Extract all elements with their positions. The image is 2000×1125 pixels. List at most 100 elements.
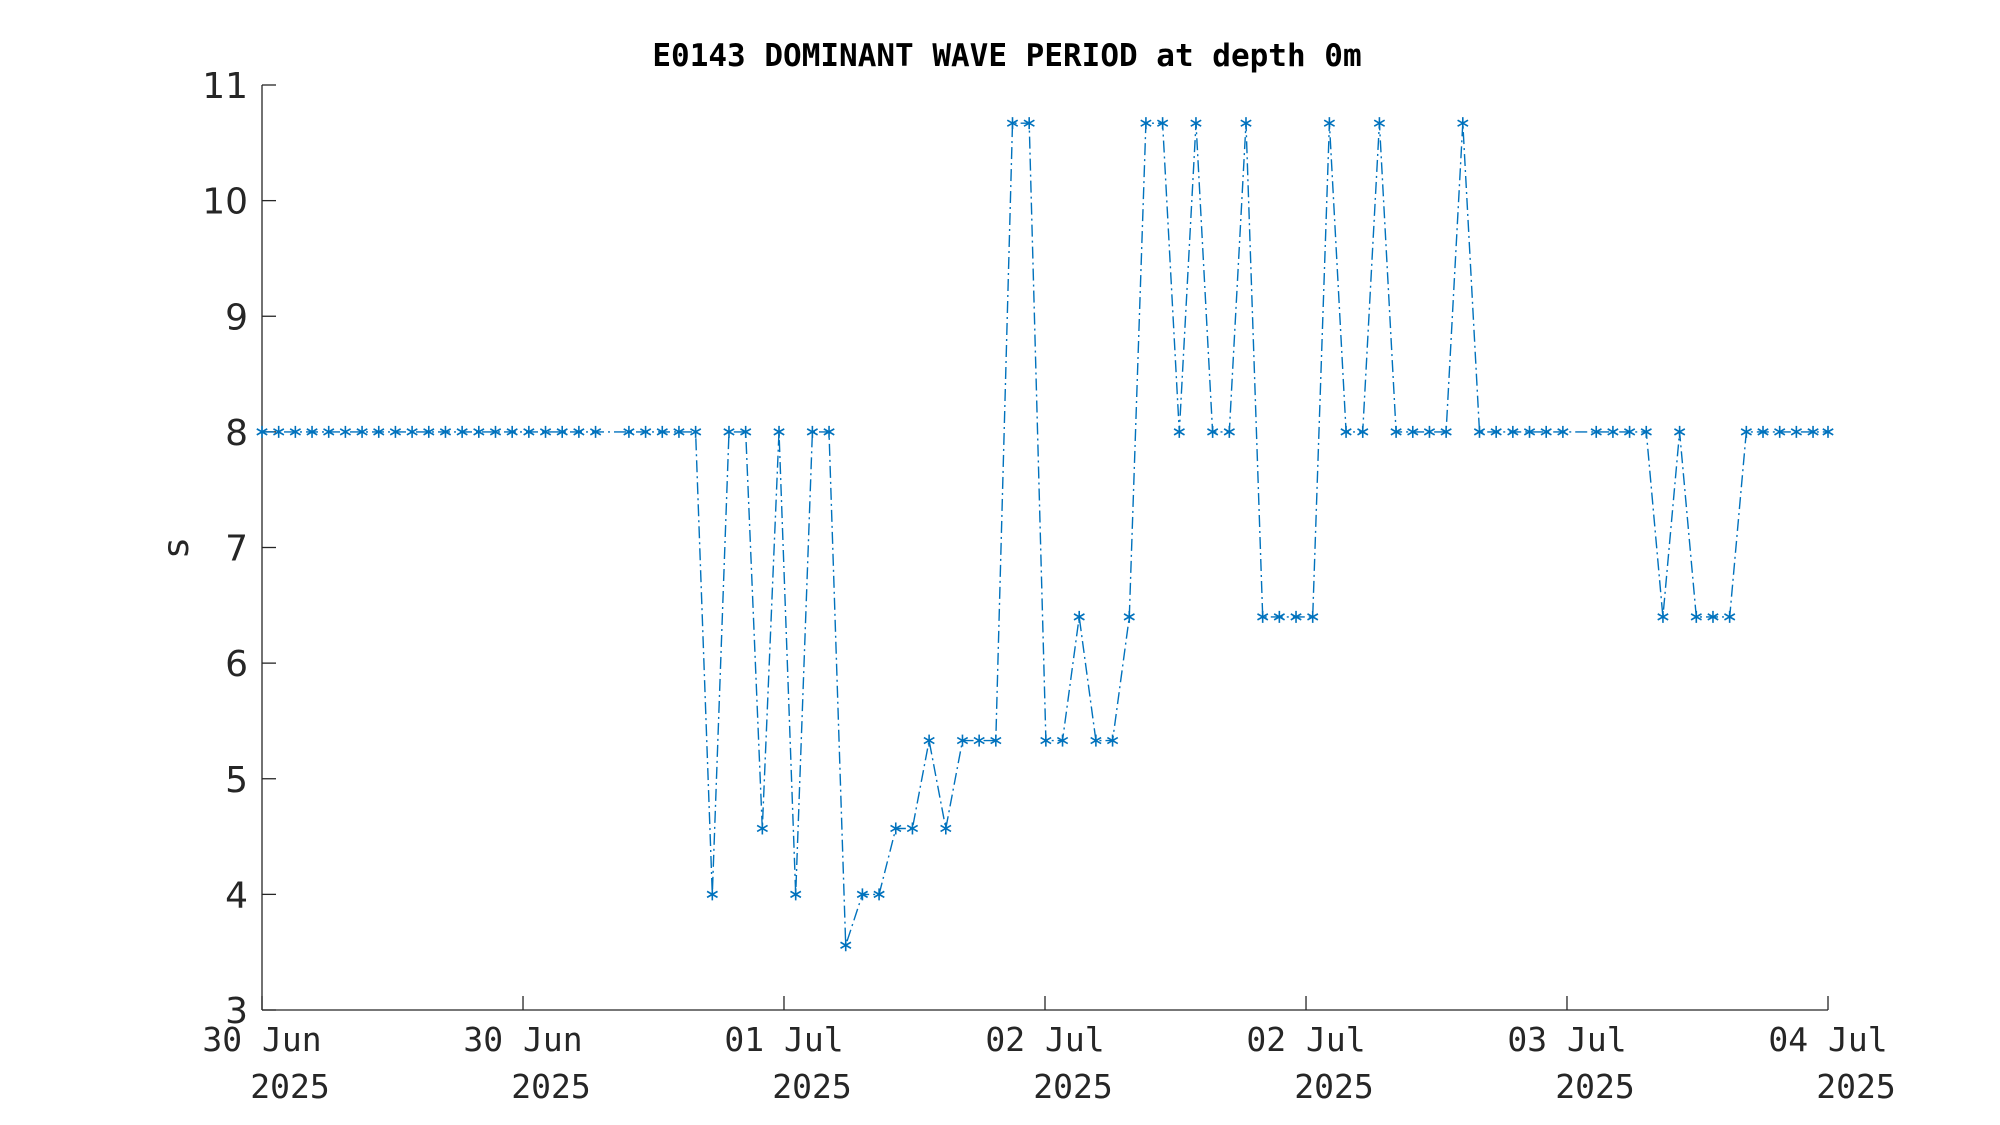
- data-point: [1056, 734, 1069, 747]
- data-point: [723, 425, 735, 438]
- data-point: [856, 888, 869, 901]
- data-point: [1156, 117, 1169, 130]
- x-tick-label: 30 Jun: [463, 1020, 582, 1059]
- data-point: [1173, 425, 1185, 438]
- data-point: [973, 734, 985, 747]
- data-point: [1323, 117, 1336, 130]
- data-point: [1390, 425, 1402, 438]
- data-point: [1207, 425, 1219, 438]
- y-tick-label: 10: [202, 182, 248, 223]
- data-point: [956, 734, 969, 747]
- data-point: [539, 425, 552, 438]
- data-point: [1257, 610, 1269, 623]
- data-point: [1123, 610, 1135, 623]
- data-point: [1740, 425, 1752, 438]
- data-point: [806, 425, 818, 438]
- data-point: [1407, 425, 1419, 438]
- data-point: [890, 822, 902, 835]
- data-point: [323, 425, 335, 438]
- data-point: [339, 425, 352, 438]
- data-point: [589, 425, 602, 438]
- data-point: [1774, 425, 1786, 438]
- data-point: [639, 425, 652, 438]
- data-point: [1023, 117, 1035, 130]
- x-tick-label: 30 Jun: [202, 1020, 321, 1059]
- x-tick-label: 01 Jul: [724, 1020, 843, 1059]
- y-axis-label: s: [156, 539, 197, 558]
- axes: [261, 85, 1828, 1011]
- data-point: [356, 425, 368, 438]
- data-point: [1590, 425, 1602, 438]
- data-point: [1790, 425, 1802, 438]
- data-point: [1507, 425, 1519, 438]
- data-point: [1273, 610, 1285, 623]
- data-point: [1822, 425, 1834, 438]
- data-point: [439, 425, 452, 438]
- data-point: [1540, 425, 1552, 438]
- data-point: [623, 425, 635, 438]
- y-tick-label: 5: [225, 760, 248, 801]
- data-point: [1090, 734, 1102, 747]
- data-point: [873, 888, 885, 901]
- data-point: [573, 425, 585, 438]
- data-point: [406, 425, 418, 438]
- x-tick-year-label: 2025: [250, 1067, 329, 1106]
- data-point: [1040, 734, 1052, 747]
- data-point: [1140, 117, 1152, 130]
- data-point: [1440, 425, 1452, 438]
- y-tick-label: 11: [202, 66, 248, 107]
- x-tick-year-label: 2025: [1816, 1067, 1895, 1106]
- data-point: [790, 888, 802, 901]
- data-point: [1423, 425, 1436, 438]
- data-point: [1557, 425, 1569, 438]
- plot-area: [256, 117, 1834, 952]
- data-point: [1757, 425, 1769, 438]
- data-point: [1707, 610, 1719, 623]
- data-point: [1223, 425, 1235, 438]
- x-tick-label: 04 Jul: [1768, 1020, 1887, 1059]
- data-point: [523, 425, 535, 438]
- data-point: [1190, 117, 1202, 130]
- data-point: [306, 425, 318, 438]
- x-tick-year-label: 2025: [1555, 1067, 1634, 1106]
- data-point: [740, 425, 752, 438]
- data-point: [673, 425, 685, 438]
- data-point: [289, 425, 301, 438]
- y-tick-label: 4: [225, 875, 248, 916]
- data-point: [1240, 117, 1252, 130]
- data-point: [706, 888, 718, 901]
- y-tick-label: 7: [225, 529, 248, 570]
- data-point: [506, 425, 518, 438]
- data-point: [1607, 425, 1619, 438]
- data-point: [1106, 734, 1119, 747]
- x-tick-year-label: 2025: [511, 1067, 590, 1106]
- x-tick-label: 02 Jul: [985, 1020, 1104, 1059]
- y-tick-label: 3: [225, 991, 248, 1032]
- data-point: [256, 425, 268, 438]
- data-point: [940, 822, 952, 835]
- data-point: [489, 425, 502, 438]
- x-tick-year-label: 2025: [1033, 1067, 1112, 1106]
- data-point: [389, 425, 402, 438]
- data-point: [1623, 425, 1636, 438]
- data-point: [1807, 425, 1819, 438]
- data-point: [1523, 425, 1536, 438]
- x-tick-year-label: 2025: [772, 1067, 851, 1106]
- data-point: [1307, 610, 1319, 623]
- data-point: [990, 734, 1002, 747]
- data-point: [1473, 425, 1486, 438]
- series-line: [262, 122, 1828, 946]
- data-point: [456, 425, 468, 438]
- data-point: [923, 734, 935, 747]
- y-ticks: 3 4 5 6 7 8 9 10 11: [202, 66, 276, 1032]
- data-point: [773, 425, 785, 438]
- data-point: [1640, 425, 1652, 438]
- data-point: [373, 425, 385, 438]
- data-point: [556, 425, 568, 438]
- data-point: [1340, 425, 1352, 438]
- chart-title: E0143 DOMINANT WAVE PERIOD at depth 0m: [652, 38, 1361, 74]
- data-point: [1073, 610, 1085, 623]
- y-tick-label: 9: [225, 297, 248, 338]
- data-point: [756, 822, 768, 835]
- data-point: [273, 425, 285, 438]
